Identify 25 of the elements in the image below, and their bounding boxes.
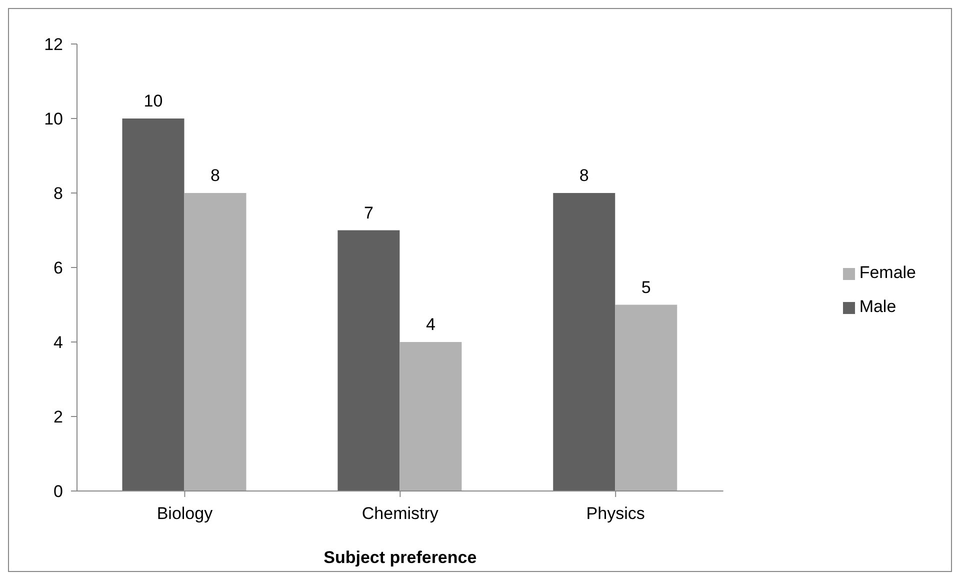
bar: [553, 193, 616, 491]
y-tick-label: 2: [54, 408, 63, 427]
legend-label: Female: [859, 263, 916, 282]
data-label: 5: [641, 278, 651, 297]
data-label: 8: [210, 166, 220, 185]
bar: [615, 304, 678, 491]
bar: [184, 193, 246, 491]
data-label: 8: [579, 166, 589, 185]
x-tick-label: Chemistry: [362, 504, 439, 524]
y-tick-label: 0: [54, 482, 63, 502]
data-label: 10: [144, 92, 163, 110]
y-tick-label: 12: [44, 35, 63, 54]
y-tick-label: 6: [54, 258, 63, 278]
bar: [338, 230, 400, 491]
bar: [122, 118, 184, 491]
x-axis-title: Subject preference: [324, 548, 477, 567]
legend-label: Male: [859, 297, 896, 316]
y-tick-label: 10: [44, 110, 63, 129]
x-tick-label: Biology: [156, 504, 214, 524]
x-tick-label: Physics: [586, 504, 645, 524]
y-tick-label: 4: [54, 333, 63, 352]
bar: [400, 342, 462, 491]
data-label: 7: [364, 203, 374, 222]
y-tick-label: 8: [54, 184, 63, 204]
data-label: 4: [426, 315, 436, 334]
